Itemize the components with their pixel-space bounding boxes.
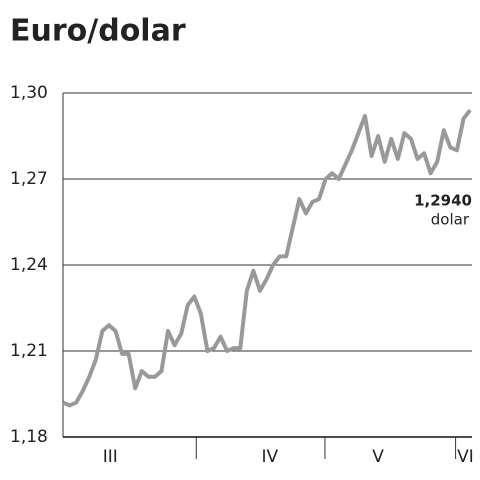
x-tick-label: V xyxy=(372,447,384,467)
annotation-unit: dolar xyxy=(431,211,470,229)
x-tick-label: VI xyxy=(457,447,474,467)
x-tick-label: III xyxy=(103,447,118,467)
chart-title: Euro/dolar xyxy=(10,14,186,49)
data-line xyxy=(62,108,472,408)
y-tick-label: 1,27 xyxy=(10,169,48,189)
y-tick-label: 1,18 xyxy=(10,427,48,447)
annotation-value: 1,2940 xyxy=(414,192,472,210)
y-tick-label: 1,21 xyxy=(10,341,48,361)
y-tick-label: 1,24 xyxy=(10,255,48,275)
y-tick-label: 1,30 xyxy=(10,83,48,103)
x-tick-label: IV xyxy=(261,447,278,467)
